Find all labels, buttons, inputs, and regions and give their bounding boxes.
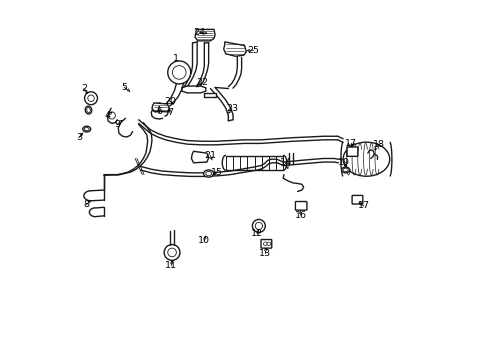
Ellipse shape xyxy=(343,168,347,172)
Text: 11: 11 xyxy=(165,261,177,270)
FancyBboxPatch shape xyxy=(351,195,362,204)
Text: 21: 21 xyxy=(204,151,216,160)
Text: 6: 6 xyxy=(156,107,162,116)
Circle shape xyxy=(84,92,97,105)
Circle shape xyxy=(108,112,115,119)
Polygon shape xyxy=(182,86,205,93)
Text: 19: 19 xyxy=(338,158,349,167)
FancyBboxPatch shape xyxy=(261,239,271,248)
Text: 18: 18 xyxy=(372,140,384,149)
Text: 24: 24 xyxy=(193,28,205,37)
Text: 1: 1 xyxy=(173,54,179,63)
Circle shape xyxy=(167,248,176,257)
Text: 17: 17 xyxy=(357,201,369,210)
Polygon shape xyxy=(152,103,169,112)
Circle shape xyxy=(263,242,266,246)
Circle shape xyxy=(349,150,352,153)
Circle shape xyxy=(255,222,262,229)
Text: 10: 10 xyxy=(198,237,210,246)
Ellipse shape xyxy=(203,170,213,177)
Polygon shape xyxy=(191,151,208,163)
Ellipse shape xyxy=(85,106,92,114)
Ellipse shape xyxy=(84,127,89,131)
Text: 23: 23 xyxy=(225,104,238,113)
Text: 3: 3 xyxy=(76,133,81,142)
FancyBboxPatch shape xyxy=(295,202,306,210)
Text: 5: 5 xyxy=(121,83,127,92)
Polygon shape xyxy=(223,42,246,56)
Text: 2: 2 xyxy=(81,84,87,93)
Text: 9: 9 xyxy=(114,120,120,129)
Text: 12: 12 xyxy=(250,229,263,238)
Text: 25: 25 xyxy=(247,46,259,55)
Circle shape xyxy=(164,244,180,260)
Ellipse shape xyxy=(205,171,211,176)
Text: 4: 4 xyxy=(104,111,110,120)
Circle shape xyxy=(167,61,190,84)
Ellipse shape xyxy=(153,106,160,112)
Text: 15: 15 xyxy=(210,168,222,177)
Text: 7: 7 xyxy=(166,108,173,117)
Circle shape xyxy=(266,242,270,246)
Polygon shape xyxy=(195,30,215,41)
Ellipse shape xyxy=(343,142,389,176)
Ellipse shape xyxy=(86,108,90,113)
Circle shape xyxy=(252,220,265,232)
Polygon shape xyxy=(204,93,215,97)
Circle shape xyxy=(88,95,94,102)
Text: 14: 14 xyxy=(279,158,291,167)
Text: 16: 16 xyxy=(295,211,306,220)
Text: 22: 22 xyxy=(196,78,208,87)
Text: 17: 17 xyxy=(345,139,357,148)
Text: 13: 13 xyxy=(259,249,271,258)
Ellipse shape xyxy=(82,126,90,132)
Circle shape xyxy=(352,150,356,153)
Text: 20: 20 xyxy=(163,96,176,105)
FancyBboxPatch shape xyxy=(346,147,357,156)
Circle shape xyxy=(172,66,185,79)
Text: 8: 8 xyxy=(83,200,89,209)
Ellipse shape xyxy=(341,167,349,173)
